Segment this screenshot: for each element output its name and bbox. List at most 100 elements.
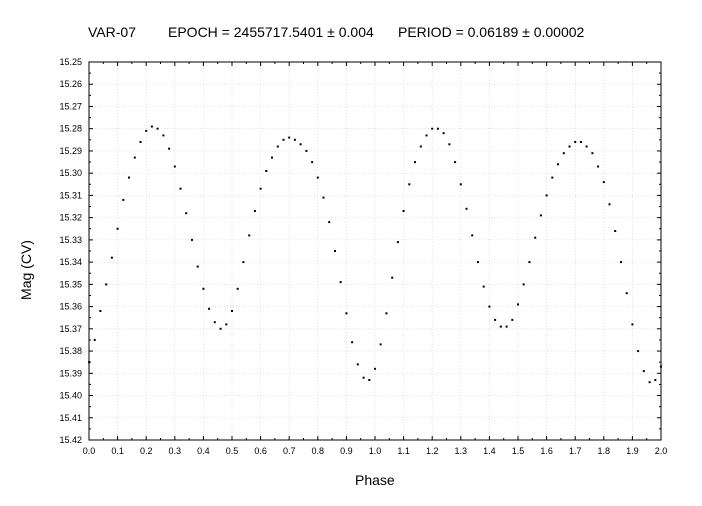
data-point (442, 132, 445, 135)
x-tick-label: 0.2 (140, 446, 153, 456)
y-tick-label: 15.41 (59, 413, 82, 423)
y-tick-label: 15.38 (59, 346, 82, 356)
x-tick-label: 0.0 (83, 446, 96, 456)
y-tick-label: 15.34 (59, 257, 82, 267)
data-point (482, 285, 485, 288)
data-point (391, 276, 394, 279)
data-point (293, 138, 296, 141)
data-point (448, 143, 451, 146)
data-point (574, 141, 577, 143)
data-point (620, 261, 622, 264)
data-point (208, 307, 211, 310)
data-point (539, 214, 542, 217)
data-point (93, 338, 96, 341)
data-point (654, 379, 657, 381)
y-tick-label: 15.31 (59, 190, 82, 200)
data-point (236, 287, 239, 290)
x-tick-label: 0.8 (312, 446, 325, 456)
x-tick-label: 0.3 (169, 446, 182, 456)
data-point (419, 145, 422, 148)
y-tick-label: 15.40 (59, 391, 82, 401)
x-tick-label: 1.1 (397, 446, 410, 456)
data-point (105, 283, 108, 286)
data-point (528, 261, 531, 264)
data-point (196, 265, 199, 268)
x-tick-label: 1.5 (512, 446, 525, 456)
y-tick-label: 15.39 (59, 368, 82, 378)
data-point (110, 256, 113, 259)
data-point (213, 321, 216, 324)
data-point (150, 125, 153, 128)
data-point (271, 156, 273, 159)
data-point (568, 145, 571, 148)
data-point (454, 161, 457, 164)
data-point (402, 210, 405, 212)
y-tick-label: 15.29 (59, 146, 82, 156)
x-tick-label: 2.0 (655, 446, 668, 456)
data-point (625, 292, 628, 295)
data-point (225, 323, 228, 326)
x-tick-label: 0.1 (111, 446, 124, 456)
x-tick-label: 1.0 (369, 446, 382, 456)
data-point (477, 261, 479, 264)
data-point (642, 370, 645, 373)
x-tick-label: 0.6 (254, 446, 267, 456)
data-point (328, 221, 331, 224)
y-tick-label: 15.33 (59, 235, 82, 245)
data-point (459, 183, 462, 186)
data-point (116, 227, 119, 230)
data-point (316, 176, 319, 179)
data-point (579, 141, 582, 143)
data-point (511, 318, 514, 321)
x-axis-label: Phase (355, 472, 395, 488)
data-point (545, 194, 548, 197)
data-point (534, 236, 537, 239)
data-point (133, 156, 136, 159)
y-tick-label: 15.36 (59, 302, 82, 312)
data-point (128, 176, 130, 179)
data-point (242, 261, 245, 264)
data-point (219, 327, 222, 330)
data-point (265, 170, 268, 172)
data-point (145, 129, 148, 132)
x-tick-label: 1.9 (626, 446, 639, 456)
y-tick-label: 15.28 (59, 124, 82, 134)
chart-title-period: PERIOD = 0.06189 ± 0.00002 (398, 24, 585, 40)
data-point (608, 203, 611, 206)
data-point (431, 127, 434, 130)
grid (88, 61, 662, 441)
data-point (179, 187, 182, 190)
y-axis-label: Mag (CV) (18, 240, 34, 300)
data-point (585, 145, 588, 148)
axis-ticks: 0.0 0.1 0.2 0.3 0.4 0.5 0.6 0.7 0.8 0.9 1.0 1.1 1.2 1… (59, 57, 667, 456)
y-tick-label: 15.42 (59, 435, 82, 445)
data-point (173, 165, 176, 168)
y-tick-label: 15.30 (59, 168, 82, 178)
data-point (248, 234, 251, 237)
data-point (356, 363, 359, 366)
data-point (436, 127, 439, 130)
y-tick-label: 15.32 (59, 213, 82, 223)
data-point (562, 152, 565, 155)
data-point (156, 127, 159, 130)
data-point (185, 212, 188, 215)
data-point (168, 147, 171, 150)
data-point (517, 303, 519, 306)
x-tick-label: 1.6 (540, 446, 553, 456)
data-point (465, 207, 468, 210)
data-point (614, 230, 617, 232)
data-point (597, 165, 600, 168)
y-tick-label: 15.26 (59, 79, 82, 89)
x-tick-label: 0.5 (226, 446, 239, 456)
x-tick-label: 0.7 (283, 446, 296, 456)
data-point (557, 163, 559, 166)
data-point (191, 238, 193, 241)
y-tick-label: 15.35 (59, 279, 82, 289)
data-point (322, 196, 325, 199)
data-point (122, 198, 125, 201)
data-point (99, 310, 102, 312)
data-point (253, 210, 256, 212)
x-tick-label: 1.4 (483, 446, 496, 456)
data-point (345, 312, 348, 315)
data-point (499, 325, 502, 328)
